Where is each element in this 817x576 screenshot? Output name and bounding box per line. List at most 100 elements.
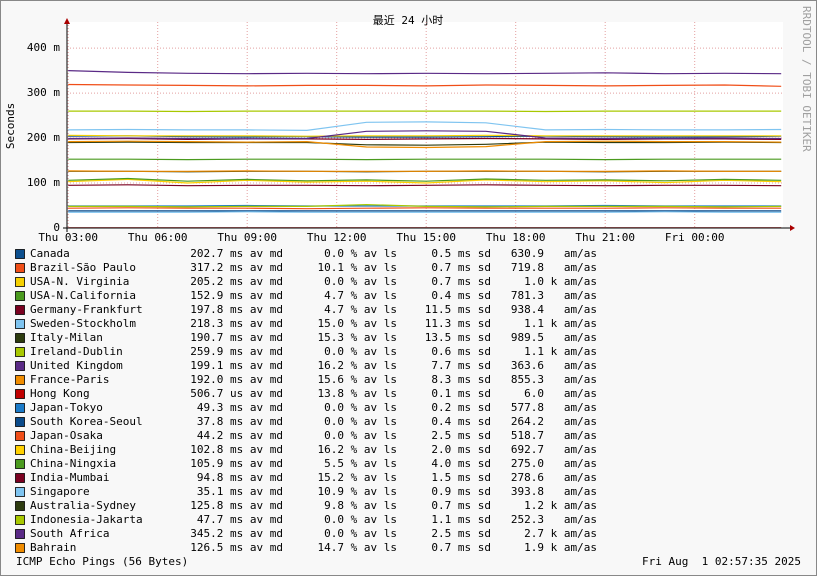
legend-sd: 0.7 ms sd <box>431 499 491 512</box>
legend-swatch <box>15 529 25 539</box>
legend-label: Hong Kong <box>30 387 90 400</box>
legend-swatch <box>15 347 25 357</box>
legend-swatch <box>15 291 25 301</box>
legend-label: South Africa <box>30 527 109 540</box>
legend-swatch <box>15 361 25 371</box>
legend-loss: 15.6 % av ls <box>318 373 397 386</box>
x-tick-label: Thu 03:00 <box>38 231 98 244</box>
legend-loss: 0.0 % av ls <box>324 247 397 260</box>
x-tick-label: Thu 12:00 <box>307 231 367 244</box>
y-tick-label: 100 m <box>27 176 60 189</box>
legend-label: China-Beijing <box>30 443 116 456</box>
watermark: RRDTOOL / TOBI OETIKER <box>800 6 813 152</box>
legend-swatch <box>15 417 25 427</box>
legend-sd: 2.0 ms sd <box>431 443 491 456</box>
legend-loss: 0.0 % av ls <box>324 401 397 414</box>
legend-median: 199.1 ms av md <box>190 359 283 372</box>
legend-label: Singapore <box>30 485 90 498</box>
legend-sd: 0.4 ms sd <box>431 415 491 428</box>
legend: Canada 202.7 ms av md 0.0 % av ls 0.5 ms sd… <box>15 247 597 554</box>
legend-median: 317.2 ms av md <box>190 261 283 274</box>
y-axis-label: Seconds <box>4 103 17 149</box>
legend-loss: 0.0 % av ls <box>324 513 397 526</box>
series-line <box>68 134 782 137</box>
legend-label: Germany-Frankfurt <box>30 303 143 316</box>
y-tick-label: 0 <box>53 221 60 234</box>
legend-ratio: 1.1 k am/as <box>524 345 597 358</box>
legend-swatch <box>15 389 25 399</box>
legend-loss: 0.0 % av ls <box>324 345 397 358</box>
legend-median: 102.8 ms av md <box>190 443 283 456</box>
legend-label: Australia-Sydney <box>30 499 136 512</box>
footer-right: Fri Aug 1 02:57:35 2025 <box>642 555 801 568</box>
legend-sd: 11.3 ms sd <box>425 317 491 330</box>
legend-sd: 0.7 ms sd <box>431 275 491 288</box>
legend-sd: 0.4 ms sd <box>431 289 491 302</box>
legend-swatch <box>15 277 25 287</box>
legend-loss: 9.8 % av ls <box>324 499 397 512</box>
legend-swatch <box>15 459 25 469</box>
legend-loss: 16.2 % av ls <box>318 443 397 456</box>
series-line <box>68 178 782 184</box>
x-tick-label: Thu 06:00 <box>128 231 188 244</box>
legend-sd: 0.9 ms sd <box>431 485 491 498</box>
legend-loss: 5.5 % av ls <box>324 457 397 470</box>
legend-loss: 15.2 % av ls <box>318 471 397 484</box>
x-tick-label: Thu 21:00 <box>575 231 635 244</box>
legend-median: 197.8 ms av md <box>190 303 283 316</box>
legend-swatch <box>15 403 25 413</box>
legend-median: 35.1 ms av md <box>197 485 283 498</box>
series-line <box>68 177 782 182</box>
legend-label: Japan-Osaka <box>30 429 103 442</box>
legend-sd: 0.6 ms sd <box>431 345 491 358</box>
legend-sd: 7.7 ms sd <box>431 359 491 372</box>
legend-swatch <box>15 319 25 329</box>
x-arrow <box>790 225 795 231</box>
series-line <box>68 135 782 138</box>
legend-ratio: 518.7 am/as <box>511 429 597 442</box>
y-tick-label: 400 m <box>27 41 60 54</box>
legend-label: Brazil-São Paulo <box>30 261 136 274</box>
series-line <box>68 184 782 187</box>
legend-ratio: 2.7 k am/as <box>524 527 597 540</box>
series-line <box>68 130 782 140</box>
legend-swatch <box>15 305 25 315</box>
legend-label: India-Mumbai <box>30 471 109 484</box>
legend-median: 126.5 ms av md <box>190 541 283 554</box>
legend-swatch <box>15 375 25 385</box>
legend-sd: 1.1 ms sd <box>431 513 491 526</box>
legend-ratio: 577.8 am/as <box>511 401 597 414</box>
x-tick-label: Thu 15:00 <box>396 231 456 244</box>
y-arrow <box>64 18 70 24</box>
legend-label: Canada <box>30 247 70 260</box>
legend-median: 37.8 ms av md <box>197 415 283 428</box>
legend-median: 202.7 ms av md <box>190 247 283 260</box>
legend-ratio: 719.8 am/as <box>511 261 597 274</box>
legend-loss: 13.8 % av ls <box>318 387 397 400</box>
legend-swatch <box>15 473 25 483</box>
legend-sd: 0.5 ms sd <box>431 247 491 260</box>
legend-swatch <box>15 501 25 511</box>
legend-label: Italy-Milan <box>30 331 103 344</box>
legend-swatch <box>15 543 25 553</box>
legend-ratio: 938.4 am/as <box>511 303 597 316</box>
legend-ratio: 630.9 am/as <box>511 247 597 260</box>
legend-ratio: 1.9 k am/as <box>524 541 597 554</box>
legend-sd: 0.7 ms sd <box>431 541 491 554</box>
legend-median: 49.3 ms av md <box>197 401 283 414</box>
legend-loss: 4.7 % av ls <box>324 303 397 316</box>
legend-ratio: 781.3 am/as <box>511 289 597 302</box>
legend-ratio: 252.3 am/as <box>511 513 597 526</box>
legend-loss: 15.0 % av ls <box>318 317 397 330</box>
legend-label: France-Paris <box>30 373 109 386</box>
footer-left: ICMP Echo Pings (56 Bytes) <box>16 555 188 568</box>
legend-ratio: 1.2 k am/as <box>524 499 597 512</box>
legend-label: USA-N. Virginia <box>30 275 129 288</box>
legend-ratio: 6.0 am/as <box>524 387 597 400</box>
legend-median: 192.0 ms av md <box>190 373 283 386</box>
legend-swatch <box>15 263 25 273</box>
legend-swatch <box>15 431 25 441</box>
legend-loss: 16.2 % av ls <box>318 359 397 372</box>
x-tick-label: Thu 18:00 <box>486 231 546 244</box>
series-line <box>68 141 782 146</box>
